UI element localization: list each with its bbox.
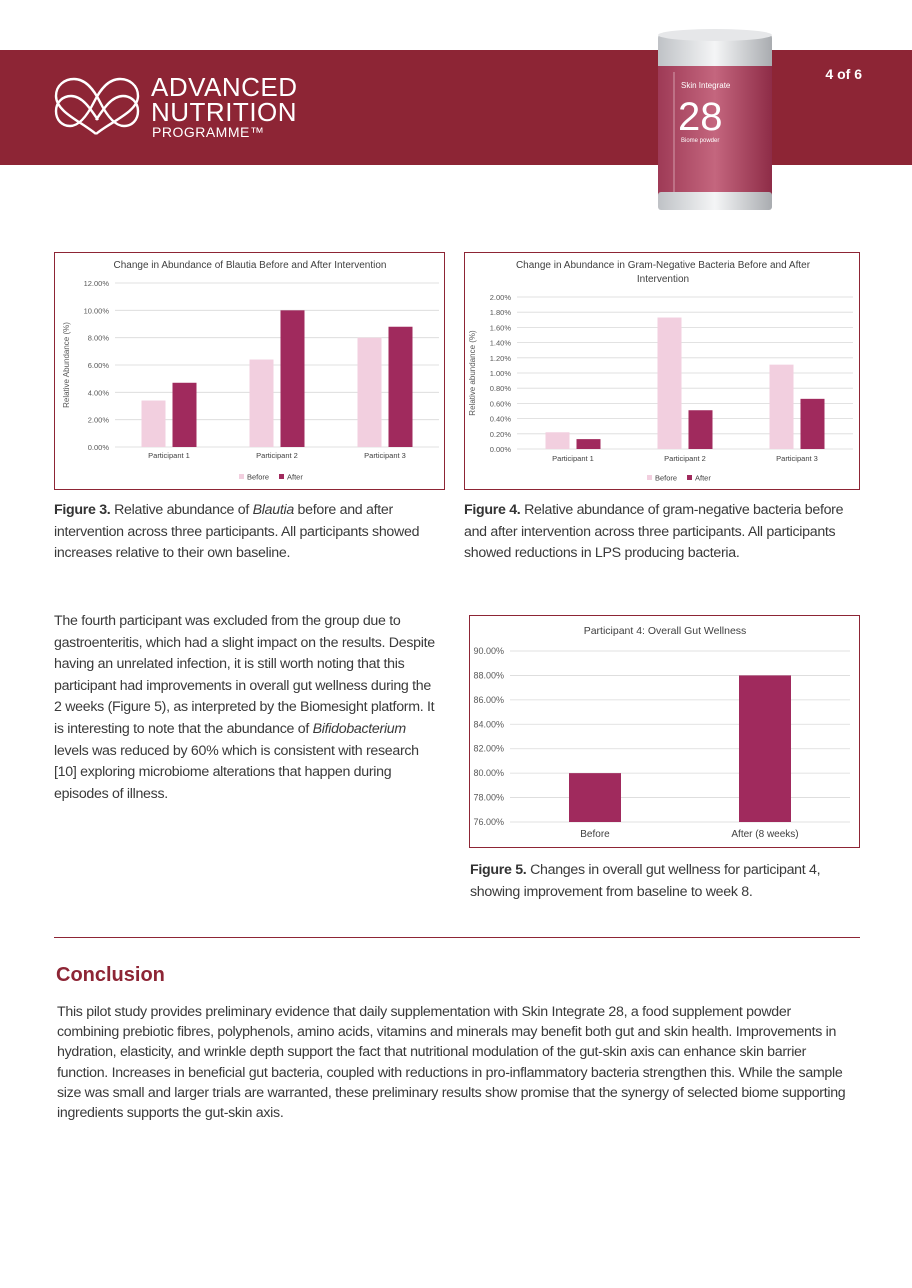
- caption-text: Changes in overall gut wellness for part…: [470, 862, 821, 900]
- y-tick-label: 8.00%: [88, 334, 110, 343]
- y-axis-label: Relative Abundance (%): [62, 322, 71, 408]
- body-text: levels was reduced by 60% which is consi…: [54, 742, 419, 802]
- bar: [657, 317, 682, 449]
- y-axis-label: Relative abundance (%): [468, 330, 477, 416]
- y-tick-label: 78.00%: [473, 793, 504, 803]
- y-tick-label: 84.00%: [473, 719, 504, 729]
- x-tick-label: After (8 weeks): [731, 829, 798, 840]
- y-tick-label: 88.00%: [473, 670, 504, 680]
- bar: [769, 364, 794, 449]
- caption-label: Figure 4.: [464, 502, 521, 518]
- y-tick-label: 0.80%: [490, 384, 512, 393]
- x-tick-label: Participant 3: [364, 451, 406, 460]
- legend-swatch: [279, 474, 284, 479]
- caption-label: Figure 5.: [470, 862, 527, 878]
- bar: [141, 400, 166, 447]
- bar: [388, 326, 413, 447]
- caption-text: Relative abundance of: [114, 502, 253, 518]
- bar: [739, 675, 791, 822]
- conclusion-text: This pilot study provides preliminary ev…: [57, 1004, 846, 1122]
- y-tick-label: 1.20%: [490, 354, 512, 363]
- y-tick-label: 1.80%: [490, 308, 512, 317]
- bar: [280, 310, 305, 447]
- figure: 76.00% 78.00% 80.00% 82.00% 84.00% 86.00% 88.0…: [469, 615, 860, 848]
- bar: [249, 359, 274, 447]
- figure: 0.00% 2.00% 4.00% 6.00% 8.00% 10.00% 12.00% Rel…: [54, 252, 445, 490]
- y-tick-label: 82.00%: [473, 744, 504, 754]
- caption: Figure 5. Changes in overall gut wellnes…: [470, 860, 860, 903]
- brand: NUTRITION: [151, 97, 298, 127]
- legend-swatch: [239, 474, 244, 479]
- caption-text: Relative abundance of gram-negative bact…: [464, 502, 844, 561]
- y-tick-label: 1.00%: [490, 369, 512, 378]
- y-tick-label: 1.40%: [490, 339, 512, 348]
- y-tick-label: 0.60%: [490, 399, 512, 408]
- y-tick-label: 76.00%: [473, 817, 504, 827]
- section-heading: Conclusion: [56, 964, 165, 986]
- brand: PROGRAMME™: [152, 124, 265, 140]
- caption: Figure 3. Relative abundance of Blautia …: [54, 500, 434, 565]
- chart-title: Participant 4: Overall Gut Wellness: [583, 625, 747, 637]
- x-tick-label: Participant 1: [552, 454, 594, 463]
- y-tick-label: 80.00%: [473, 768, 504, 778]
- y-tick-label: 12.00%: [84, 279, 110, 288]
- bar: [545, 432, 570, 449]
- x-tick-label: Participant 3: [776, 454, 818, 463]
- body-text: The fourth participant was excluded from…: [54, 613, 435, 737]
- x-tick-label: Participant 2: [664, 454, 706, 463]
- chart: 0.00% 0.20% 0.40% 0.60% 0.80% 1.00% 1.20% 1.40%…: [468, 293, 853, 483]
- divider: [54, 937, 860, 938]
- caption-label: Figure 3.: [54, 502, 111, 518]
- legend-label: Before: [655, 474, 677, 483]
- legend-label: After: [695, 474, 711, 483]
- body-text: The fourth participant was excluded from…: [54, 611, 440, 805]
- body-text: Bifidobacterium: [312, 720, 407, 737]
- y-tick-label: 86.00%: [473, 695, 504, 705]
- brand: ADVANCED: [151, 72, 298, 102]
- x-tick-label: Before: [580, 829, 610, 840]
- y-tick-label: 0.00%: [88, 443, 110, 452]
- bar: [172, 382, 197, 447]
- legend-swatch: [687, 475, 692, 480]
- chart-title: Change in Abundance in Gram-Negative Bac…: [515, 260, 811, 285]
- y-tick-label: 90.00%: [473, 646, 504, 656]
- caption-text: Blautia: [252, 502, 295, 518]
- legend-label: Before: [247, 473, 269, 482]
- caption: Figure 4. Relative abundance of gram-neg…: [464, 500, 856, 565]
- bar: [576, 439, 601, 449]
- chart: 0.00% 2.00% 4.00% 6.00% 8.00% 10.00% 12.00% Rel…: [62, 279, 439, 482]
- bar: [688, 410, 713, 449]
- bar: [569, 773, 621, 822]
- y-tick-label: 4.00%: [88, 388, 110, 397]
- y-tick-label: 1.60%: [490, 323, 512, 332]
- y-tick-label: 10.00%: [84, 306, 110, 315]
- x-tick-label: Participant 1: [148, 451, 190, 460]
- bar: [357, 337, 382, 447]
- product-name: Skin Integrate: [681, 81, 731, 90]
- bar: [800, 398, 825, 449]
- chart-title: Change in Abundance of Blautia Before an…: [113, 260, 387, 271]
- legend-label: After: [287, 473, 303, 482]
- y-tick-label: 0.00%: [490, 445, 512, 454]
- y-tick-label: 2.00%: [88, 416, 110, 425]
- caption-text: before and after intervention across thr…: [54, 502, 420, 561]
- product-image: Skin Integrate 28 Biome powder: [658, 29, 772, 210]
- product-type: Biome powder: [681, 138, 719, 144]
- y-tick-label: 2.00%: [490, 293, 512, 302]
- figure: 0.00% 0.20% 0.40% 0.60% 0.80% 1.00% 1.20% 1.40%…: [464, 252, 860, 490]
- logo-mark: [54, 77, 140, 135]
- y-tick-label: 6.00%: [88, 361, 110, 370]
- product-number: 28: [678, 95, 723, 139]
- legend-swatch: [647, 475, 652, 480]
- y-tick-label: 0.20%: [490, 430, 512, 439]
- y-tick-label: 0.40%: [490, 415, 512, 424]
- chart: 76.00% 78.00% 80.00% 82.00% 84.00% 86.00% 88.0…: [473, 646, 850, 840]
- x-tick-label: Participant 2: [256, 451, 298, 460]
- page-number: 4 of 6: [825, 66, 862, 82]
